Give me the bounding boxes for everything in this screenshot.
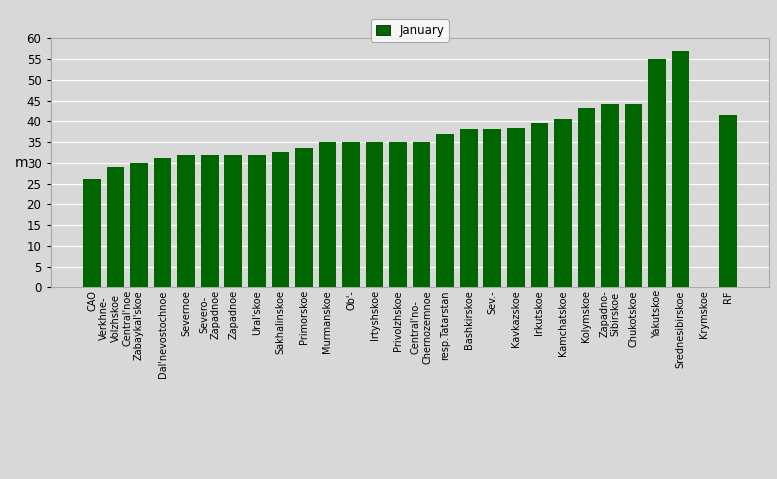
Bar <box>577 108 595 287</box>
Y-axis label: m: m <box>14 156 28 170</box>
Bar <box>177 155 195 287</box>
Bar <box>648 59 666 287</box>
Bar <box>248 155 266 287</box>
Bar <box>106 167 124 287</box>
Bar <box>437 134 454 287</box>
Bar <box>413 142 430 287</box>
Bar <box>131 163 148 287</box>
Bar <box>389 142 407 287</box>
Bar <box>531 124 549 287</box>
Bar <box>225 155 242 287</box>
Bar <box>507 127 524 287</box>
Bar <box>460 129 478 287</box>
Bar <box>83 179 101 287</box>
Bar <box>554 119 572 287</box>
Bar <box>366 142 383 287</box>
Bar <box>319 142 336 287</box>
Legend: January: January <box>371 19 449 42</box>
Bar <box>342 142 360 287</box>
Bar <box>295 148 313 287</box>
Bar <box>625 104 643 287</box>
Bar <box>271 152 289 287</box>
Bar <box>672 51 689 287</box>
Bar <box>719 115 737 287</box>
Bar <box>154 158 172 287</box>
Bar <box>201 155 218 287</box>
Bar <box>601 104 618 287</box>
Bar <box>483 129 501 287</box>
